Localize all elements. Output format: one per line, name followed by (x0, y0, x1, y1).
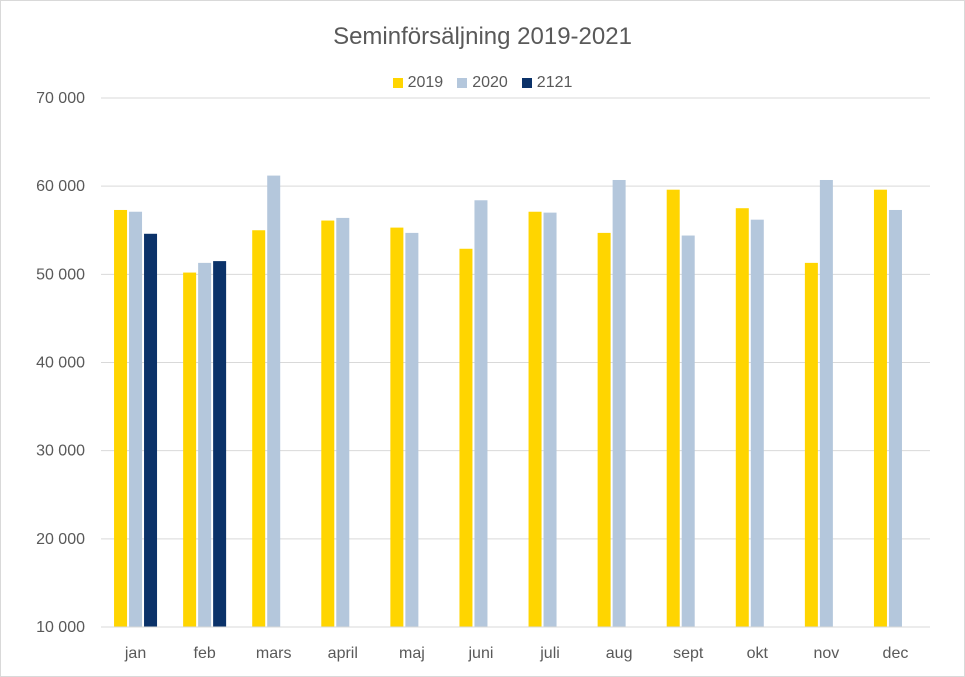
x-tick-label: nov (813, 645, 839, 662)
y-tick-label: 30 000 (36, 443, 85, 460)
y-tick-label: 70 000 (36, 90, 85, 107)
x-tick-label: maj (399, 645, 425, 662)
x-tick-label: aug (606, 645, 633, 662)
bar-2020-maj (405, 232, 419, 627)
legend-swatch-2121 (521, 78, 532, 88)
bar-2020-juli (543, 212, 557, 627)
x-tick-label: mars (256, 645, 292, 662)
bar-2019-mars (252, 230, 266, 627)
chart-title: Seminförsäljning 2019-2021 (333, 23, 632, 50)
bar-2019-okt (735, 208, 749, 628)
bar-2020-okt (750, 219, 764, 628)
x-tick-label: dec (883, 645, 909, 662)
bar-2019-aug (597, 232, 611, 627)
bar-2121-jan (144, 233, 158, 627)
x-tick-label: feb (194, 645, 216, 662)
bar-2020-feb (198, 262, 212, 627)
legend-swatch-2019 (392, 78, 403, 88)
bar-2020-sept (681, 235, 695, 628)
bar-2020-jan (129, 211, 143, 628)
legend-label-2019: 2019 (407, 74, 444, 91)
bar-2020-nov (819, 179, 833, 627)
bar-2019-maj (390, 227, 404, 628)
x-tick-label: april (328, 645, 358, 662)
legend-item-2020: 2020 (457, 74, 508, 92)
bar-2019-juli (528, 211, 542, 628)
y-tick-label: 60 000 (36, 178, 85, 195)
bar-2020-juni (474, 200, 488, 628)
bar-2019-jan (114, 209, 128, 627)
bar-2019-april (321, 220, 335, 627)
x-tick-label: okt (747, 645, 769, 662)
bar-2020-april (336, 217, 350, 627)
bar-2020-aug (612, 179, 626, 627)
x-tick-label: sept (673, 645, 704, 662)
bar-2019-juni (459, 248, 473, 627)
y-tick-label: 20 000 (36, 531, 85, 548)
bar-2020-mars (267, 175, 281, 627)
legend-swatch-2020 (457, 78, 468, 88)
bar-2020-dec (888, 209, 902, 627)
bar-2019-nov (804, 262, 818, 627)
bar-2121-feb (213, 261, 227, 627)
x-tick-label: jan (124, 645, 146, 662)
legend-label-2020: 2020 (472, 74, 508, 91)
y-tick-label: 40 000 (36, 355, 85, 372)
bar-2019-dec (873, 189, 887, 627)
x-tick-label: juli (539, 645, 560, 662)
y-tick-label: 50 000 (36, 266, 85, 283)
legend: 2019 2020 2121 (1, 74, 964, 92)
x-tick-label: juni (468, 645, 494, 662)
bar-2019-feb (183, 272, 197, 627)
legend-label-2121: 2121 (536, 74, 573, 91)
legend-item-2019: 2019 (392, 74, 444, 92)
bar-2019-sept (666, 189, 680, 627)
y-tick-label: 10 000 (36, 619, 85, 636)
legend-item-2121: 2121 (521, 74, 573, 92)
